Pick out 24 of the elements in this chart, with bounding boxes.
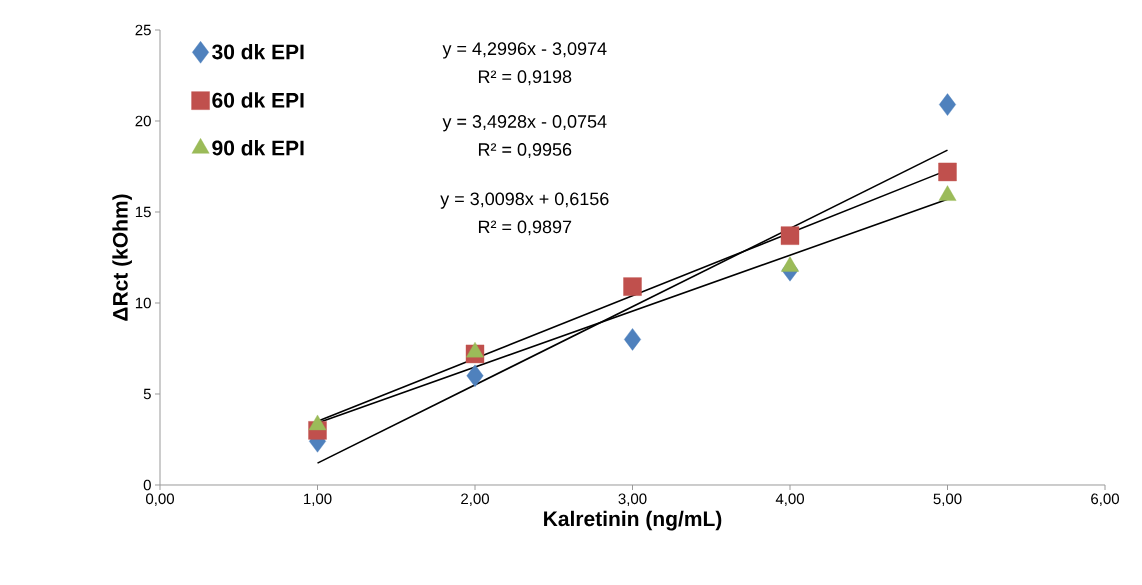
annotation: R² = 0,9198	[478, 70, 572, 86]
y-tick-label: 10	[135, 297, 151, 309]
annotation: R² = 0,9956	[478, 143, 572, 158]
legend-label: 90 dk EPI	[212, 140, 304, 156]
legend-label: 30 dk EPI	[212, 43, 304, 60]
y-tick-label: 0	[143, 479, 151, 491]
x-tick-label: 3,00	[618, 493, 647, 506]
x-tick-label: 1,00	[304, 493, 332, 506]
x-tick-label: 6,00	[1091, 493, 1119, 506]
y-axis-title: ΔRct (kOhm)	[112, 194, 132, 321]
annotation: y = 3,0098x + 0,6156	[440, 192, 609, 209]
annotation: y = 4,2996x - 3,0974	[442, 42, 607, 59]
x-axis-title: Kalretinin (ng/mL)	[544, 510, 722, 531]
y-tick-label: 20	[135, 115, 151, 127]
legend-label: 60 dk EPI	[212, 92, 304, 108]
y-tick-label: 5	[143, 388, 151, 400]
y-tick-label: 15	[135, 206, 151, 218]
x-tick-label: 4,00	[775, 493, 805, 506]
x-tick-label: 2,00	[461, 493, 490, 506]
y-tick-label: 25	[135, 24, 151, 36]
annotation: R² = 0,9897	[478, 220, 572, 236]
x-tick-label: 0,00	[145, 493, 175, 506]
x-tick-label: 5,00	[933, 493, 962, 506]
annotation: y = 3,4928x - 0,0754	[442, 115, 607, 132]
